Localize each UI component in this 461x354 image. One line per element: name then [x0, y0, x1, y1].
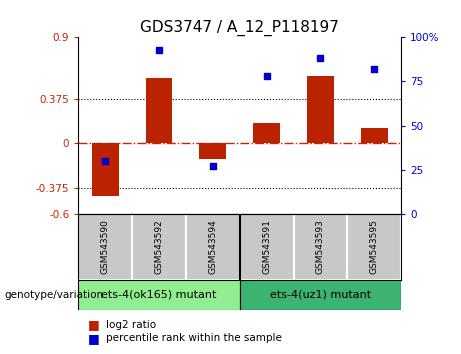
Bar [199, 143, 226, 159]
Point [155, 47, 163, 52]
Text: ets-4(uz1) mutant: ets-4(uz1) mutant [270, 290, 371, 300]
Text: ■: ■ [88, 332, 99, 344]
Text: log2 ratio: log2 ratio [106, 320, 156, 330]
Text: GSM543593: GSM543593 [316, 219, 325, 274]
Point [209, 164, 217, 169]
Text: GSM543595: GSM543595 [370, 219, 378, 274]
Text: GSM543594: GSM543594 [208, 219, 217, 274]
Point [263, 73, 270, 79]
Point [101, 158, 109, 164]
Bar [361, 128, 388, 143]
Bar [92, 143, 118, 196]
Text: GSM543592: GSM543592 [154, 219, 164, 274]
Bar [347, 214, 401, 280]
Text: ets-4(ok165) mutant: ets-4(ok165) mutant [101, 290, 217, 300]
Bar [294, 214, 347, 280]
Bar [132, 214, 186, 280]
Text: GSM543590: GSM543590 [101, 219, 110, 274]
Bar [78, 280, 240, 310]
Bar [240, 214, 294, 280]
Text: genotype/variation: genotype/variation [5, 290, 104, 300]
Point [317, 56, 324, 61]
Text: ■: ■ [88, 319, 99, 331]
Bar [240, 280, 401, 310]
Bar [307, 76, 334, 143]
Bar [146, 79, 172, 143]
Bar [253, 123, 280, 143]
Text: percentile rank within the sample: percentile rank within the sample [106, 333, 282, 343]
Bar [78, 214, 132, 280]
Bar [186, 214, 240, 280]
Title: GDS3747 / A_12_P118197: GDS3747 / A_12_P118197 [140, 19, 339, 36]
Text: GSM543591: GSM543591 [262, 219, 271, 274]
Point [371, 66, 378, 72]
